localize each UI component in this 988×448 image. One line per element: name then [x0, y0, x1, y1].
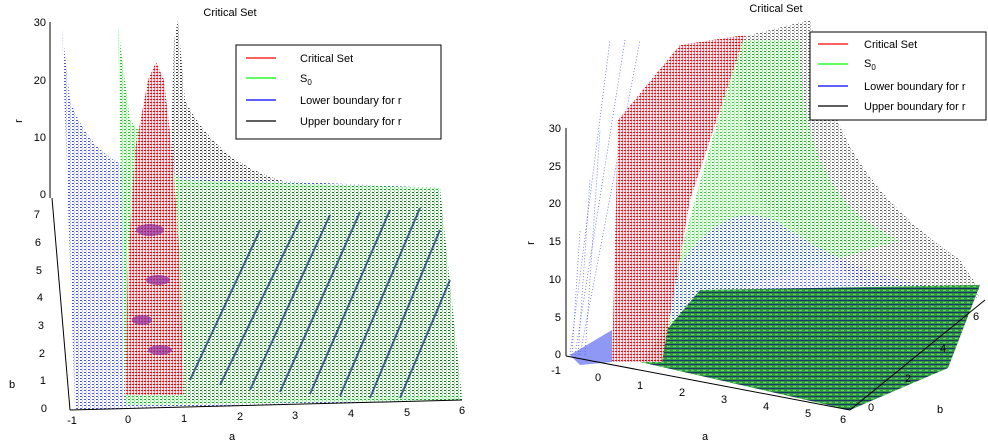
left-z-tick: 10 — [34, 132, 46, 144]
right-x-tick: 4 — [763, 401, 769, 413]
right-plot: Critical Set — [525, 3, 987, 443]
left-y-tick: 4 — [37, 292, 43, 304]
left-x-axis-label: a — [229, 431, 236, 443]
right-x-tick: -1 — [551, 365, 561, 377]
right-floor-surface — [640, 285, 980, 410]
left-x-tick: 2 — [237, 411, 243, 423]
left-z-tick: 30 — [34, 17, 46, 29]
left-legend-label-critical: Critical Set — [300, 53, 353, 65]
left-x-tick: 3 — [292, 410, 298, 422]
left-axes — [49, 22, 463, 411]
right-z-axis-label: r — [525, 241, 537, 245]
right-z-tick: 20 — [549, 198, 561, 210]
right-z-tick: 30 — [549, 123, 561, 135]
right-z-tick: 5 — [555, 312, 561, 324]
right-z-tick: 10 — [549, 274, 561, 286]
right-plot-title: Critical Set — [749, 3, 802, 15]
right-y-tick: 2 — [905, 373, 911, 385]
left-legend: Critical Set S0 Lower boundary for r Upp… — [235, 44, 442, 140]
right-lower-boundary-base — [570, 330, 612, 365]
left-critical-set-detail — [132, 224, 172, 355]
right-x-tick: 1 — [637, 380, 643, 392]
left-z-tick: 20 — [34, 75, 46, 87]
right-x-axis-label: a — [702, 431, 709, 443]
right-legend-label-s0: S0 — [864, 58, 876, 72]
right-legend-label-critical: Critical Set — [864, 39, 917, 51]
right-y-tick: 4 — [940, 343, 946, 355]
right-legend-label-upper: Upper boundary for r — [864, 101, 966, 113]
left-legend-label-s0: S0 — [300, 73, 312, 87]
left-y-tick: 3 — [38, 320, 44, 332]
right-lower-boundary-rays — [569, 39, 641, 356]
right-legend: Critical Set S0 Lower boundary for r Upp… — [809, 31, 987, 121]
left-plot-surfaces — [62, 20, 462, 410]
right-x-tick: 0 — [595, 372, 601, 384]
right-plot-surfaces — [569, 20, 980, 410]
right-y-tick: 0 — [868, 402, 874, 414]
left-z-axis-label: r — [13, 119, 25, 123]
left-x-tick: 4 — [348, 408, 354, 420]
right-y-tick: 6 — [973, 311, 979, 323]
right-z-tick: 15 — [549, 236, 561, 248]
left-floor-streaks — [189, 207, 451, 399]
left-y-tick: 0 — [41, 403, 47, 415]
left-y-tick: 1 — [40, 375, 46, 387]
left-x-tick: 6 — [459, 405, 465, 417]
left-y-tick: 6 — [35, 237, 41, 249]
left-x-tick: -1 — [67, 415, 77, 427]
right-x-tick: 5 — [805, 408, 811, 420]
left-legend-label-upper: Upper boundary for r — [300, 116, 402, 128]
left-y-tick: 5 — [36, 265, 42, 277]
left-plot: Critical Set — [9, 7, 465, 443]
left-plot-title: Critical Set — [203, 7, 256, 19]
right-x-tick: 6 — [840, 414, 846, 426]
left-y-tick: 7 — [34, 209, 40, 221]
left-z-tick: 0 — [40, 189, 46, 201]
left-x-tick: 1 — [181, 413, 187, 425]
right-legend-label-lower: Lower boundary for r — [864, 81, 966, 93]
right-x-tick: 2 — [679, 387, 685, 399]
right-y-axis-label: b — [937, 404, 943, 416]
left-y-axis-label: b — [9, 379, 15, 391]
right-z-tick: 0 — [555, 349, 561, 361]
left-x-tick: 5 — [404, 407, 410, 419]
left-y-tick: 2 — [39, 348, 45, 360]
right-axes — [565, 128, 986, 411]
right-x-tick: 3 — [721, 394, 727, 406]
left-x-tick: 0 — [125, 414, 131, 426]
right-critical-set-surface — [612, 35, 745, 362]
right-z-tick: 25 — [549, 161, 561, 173]
left-legend-label-lower: Lower boundary for r — [300, 95, 402, 107]
